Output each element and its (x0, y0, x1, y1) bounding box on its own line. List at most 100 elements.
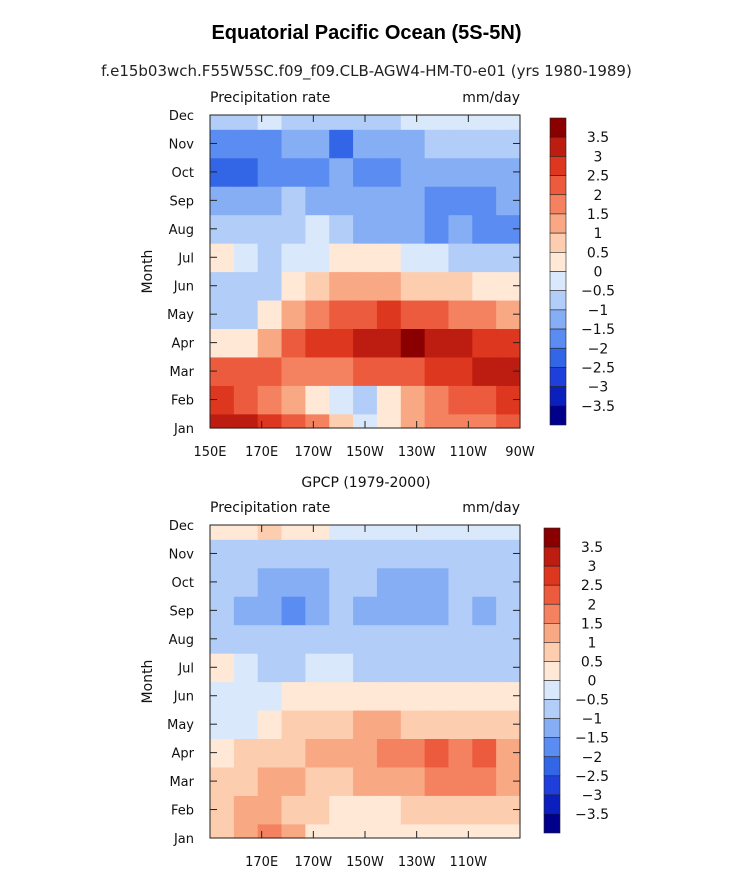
heatmap-cell (329, 328, 354, 358)
heatmap-cell (472, 115, 497, 130)
heatmap-cell (233, 624, 259, 654)
heatmap-cell (376, 624, 402, 654)
heatmap-cell (376, 596, 402, 626)
heatmap-cell (281, 766, 306, 796)
heatmap-cell (472, 709, 497, 739)
heatmap-cell (305, 243, 330, 273)
heatmap-cell (329, 653, 354, 683)
heatmap-cell (448, 795, 473, 825)
x-tick-label: 110W (449, 445, 487, 460)
heatmap-cell (424, 385, 450, 415)
heatmap-cell (448, 186, 473, 216)
heatmap-cell (305, 653, 330, 683)
heatmap-cell (472, 681, 497, 711)
heatmap-cell (329, 596, 354, 626)
heatmap-cell (233, 709, 259, 739)
heatmap-cell (305, 356, 330, 386)
heatmap-cell (400, 567, 426, 597)
y-tick-label: Aug (169, 223, 194, 238)
colorbar-label: −0.5 (581, 284, 615, 300)
y-tick-label: Apr (172, 337, 195, 352)
heatmap-cell (353, 738, 378, 768)
heatmap-cell (400, 539, 426, 569)
heatmap-cell (305, 738, 330, 768)
colorbar-box (549, 156, 567, 176)
heatmap-cell (400, 157, 426, 187)
colorbar-box (549, 309, 567, 330)
y-axis-label: Month (140, 250, 156, 294)
heatmap-cell (376, 157, 402, 187)
y-tick-label: Dec (169, 519, 194, 534)
heatmap-cell (257, 709, 283, 739)
heatmap-cell (233, 795, 259, 825)
colorbar-label: 2 (594, 188, 603, 204)
heatmap-cell (329, 356, 354, 386)
colorbar-label: 3 (594, 149, 603, 165)
heatmap-cell (353, 624, 378, 654)
y-tick-label: May (167, 308, 194, 323)
heatmap-cell (329, 681, 354, 711)
heatmap-cell (257, 795, 283, 825)
heatmap-cell (424, 539, 450, 569)
heatmap-cell (281, 214, 306, 244)
heatmap-cell (233, 214, 259, 244)
y-tick-label: Jul (177, 661, 194, 676)
heatmap-cell (233, 567, 259, 597)
colorbar-label: 0 (594, 265, 603, 281)
heatmap-cell (257, 567, 283, 597)
x-tick-label: 150W (346, 445, 384, 460)
heatmap-cell (305, 766, 330, 796)
heatmap-cell (448, 525, 473, 540)
heatmap-cell (353, 525, 378, 540)
heatmap-cell (281, 653, 306, 683)
heatmap-cell (329, 413, 354, 429)
heatmap-cell (233, 766, 259, 796)
heatmap-cell (281, 299, 306, 329)
heatmap-cell (305, 214, 330, 244)
heatmap-cell (353, 709, 378, 739)
colorbar-box (549, 271, 567, 291)
x-tick-label: 130W (398, 445, 436, 460)
heatmap-cell (281, 525, 306, 540)
colorbar-box (543, 642, 561, 662)
heatmap-cell (305, 129, 330, 159)
heatmap-cell (400, 681, 426, 711)
heatmap-cell (210, 823, 235, 839)
heatmap-cell (376, 271, 402, 301)
heatmap-cell (472, 525, 497, 540)
heatmap-cell (329, 766, 354, 796)
colorbar-label: −3 (588, 380, 609, 396)
heatmap-cell (233, 823, 259, 839)
colorbar-label: 3 (588, 559, 597, 575)
heatmap-cell (448, 299, 473, 329)
heatmap-cell (424, 186, 450, 216)
heatmap-cell (257, 539, 283, 569)
heatmap-cell (496, 115, 521, 130)
heatmap-cell (448, 681, 473, 711)
colorbar-label: 3.5 (587, 130, 609, 146)
heatmap-cell (233, 186, 259, 216)
heatmap-cell (400, 299, 426, 329)
heatmap-cell (281, 795, 306, 825)
colorbar-box (549, 367, 567, 387)
heatmap-cell (376, 115, 402, 130)
heatmap-cell (424, 271, 450, 301)
heatmap-cell (376, 539, 402, 569)
heatmap-cell (353, 596, 378, 626)
heatmap-cell (257, 681, 283, 711)
heatmap-cell (376, 129, 402, 159)
heatmap-cell (472, 243, 497, 273)
heatmap-cell (353, 157, 378, 187)
heatmap-cell (496, 413, 521, 429)
heatmap-cell (424, 157, 450, 187)
colorbar-box (543, 546, 561, 567)
heatmap-cell (353, 567, 378, 597)
heatmap-cell (353, 186, 378, 216)
y-tick-label: Jul (177, 251, 194, 266)
heatmap-cell (257, 186, 283, 216)
heatmap-cell (400, 328, 426, 358)
heatmap-cell (376, 567, 402, 597)
heatmap-cell (257, 129, 283, 159)
heatmap-cell (353, 115, 378, 130)
heatmap-cell (210, 413, 235, 429)
